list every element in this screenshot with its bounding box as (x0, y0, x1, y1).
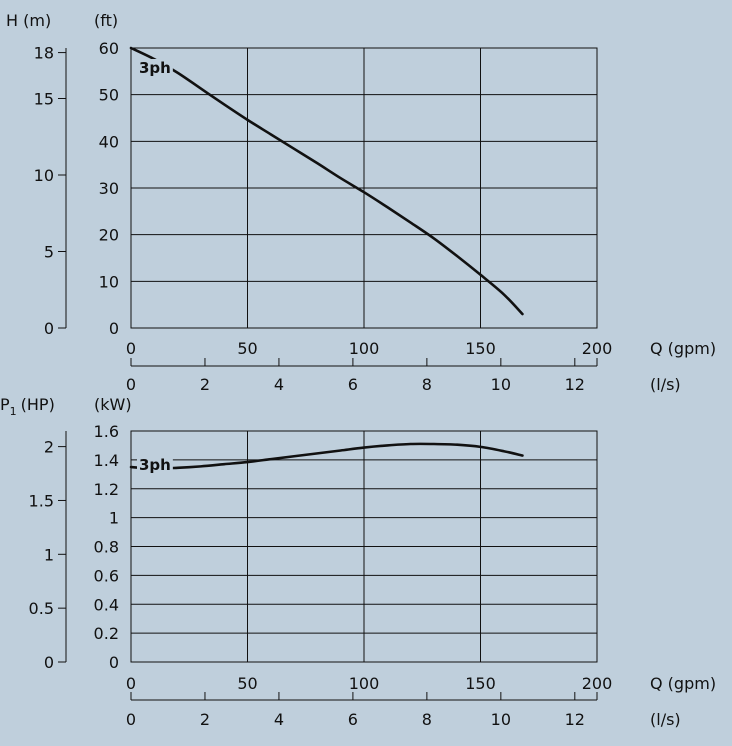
secondary-y-tick-label: 15 (34, 89, 54, 108)
secondary-y-tick-label: 18 (34, 44, 54, 63)
secondary-x-tick-label: 4 (274, 375, 284, 394)
secondary-x-tick-label: 10 (491, 375, 511, 394)
x-tick-label: 100 (349, 339, 380, 358)
secondary-x-tick-label: 0 (126, 375, 136, 394)
x-unit-label: Q (gpm) (650, 674, 716, 693)
y-tick-label: 1.6 (94, 422, 119, 441)
secondary-x-unit-label: (l/s) (650, 710, 681, 729)
power-curve-panel: 00.20.40.60.811.21.41.60 50 100 150 20000.51… (0, 395, 716, 729)
y-tick-label: 0.2 (94, 624, 119, 643)
secondary-x-tick-label: 12 (565, 375, 585, 394)
y-tick-label: 20 (99, 226, 119, 245)
secondary-y-tick-label: 0 (44, 319, 54, 338)
y-tick-label: 0.8 (94, 538, 119, 557)
secondary-x-tick-label: 2 (200, 375, 210, 394)
secondary-x-tick-label: 6 (348, 710, 358, 729)
secondary-x-tick-label: 2 (200, 710, 210, 729)
secondary-x-tick-label: 6 (348, 375, 358, 394)
secondary-x-tick-label: 4 (274, 710, 284, 729)
y-tick-label: 30 (99, 179, 119, 198)
x-tick-label: 0 (126, 339, 136, 358)
y-tick-label: 50 (99, 86, 119, 105)
plot-frame (130, 47, 598, 329)
y-tick-label: 1 (109, 509, 119, 528)
x-tick-label: 200 (582, 339, 613, 358)
secondary-y-unit-suffix: (HP) (21, 395, 55, 414)
x-tick-label: 100 (349, 674, 380, 693)
x-tick-label: 0 (126, 674, 136, 693)
y-tick-label: 10 (99, 272, 119, 291)
head-curve-panel: 0 10 20 30 40 50 60 0 50 100 150 200 0 5 10 15 18 0 2 4 6 8 10… (6, 11, 716, 394)
secondary-x-tick-label: 0 (126, 710, 136, 729)
y-unit-label: (kW) (94, 395, 132, 414)
secondary-y-tick-label: 1 (44, 545, 54, 564)
secondary-y-unit-label: H (m) (6, 11, 51, 30)
series-label-3ph: 3ph (139, 456, 171, 474)
x-tick-label: 200 (582, 674, 613, 693)
secondary-x-tick-label: 10 (491, 710, 511, 729)
x-tick-label: 50 (237, 674, 257, 693)
series-label-background (137, 59, 173, 77)
y-tick-label: 60 (99, 39, 119, 58)
secondary-y-tick-label: 0.5 (29, 599, 54, 618)
secondary-y-tick-label: 10 (34, 166, 54, 185)
secondary-x-tick-label: 12 (565, 710, 585, 729)
plot-frame (130, 430, 598, 663)
x-tick-label: 150 (465, 674, 496, 693)
y-tick-label: 1.2 (94, 480, 119, 499)
secondary-y-tick-label: 0 (44, 653, 54, 672)
y-tick-label: 0 (109, 319, 119, 338)
secondary-y-tick-label: 2 (44, 438, 54, 457)
y-unit-label: (ft) (94, 11, 118, 30)
y-tick-label: 0.6 (94, 566, 119, 585)
x-unit-label: Q (gpm) (650, 339, 716, 358)
x-tick-label: 150 (465, 339, 496, 358)
series-line-3ph (129, 442, 524, 470)
secondary-y-unit-subscript: 1 (10, 405, 17, 418)
x-tick-label: 50 (237, 339, 257, 358)
secondary-x-tick-label: 8 (422, 710, 432, 729)
y-tick-label: 0.4 (94, 595, 119, 614)
series-label-background (137, 456, 173, 474)
secondary-y-unit-label: P1 (HP) (0, 395, 55, 418)
secondary-x-unit-label: (l/s) (650, 375, 681, 394)
y-tick-label: 40 (99, 132, 119, 151)
secondary-y-tick-label: 5 (44, 242, 54, 261)
series-line-3ph (129, 46, 524, 316)
secondary-y-tick-label: 1.5 (29, 491, 54, 510)
secondary-x-tick-label: 8 (422, 375, 432, 394)
series-label-3ph: 3ph (139, 59, 171, 77)
y-tick-label: 0 (109, 653, 119, 672)
y-tick-label: 1.4 (94, 451, 119, 470)
